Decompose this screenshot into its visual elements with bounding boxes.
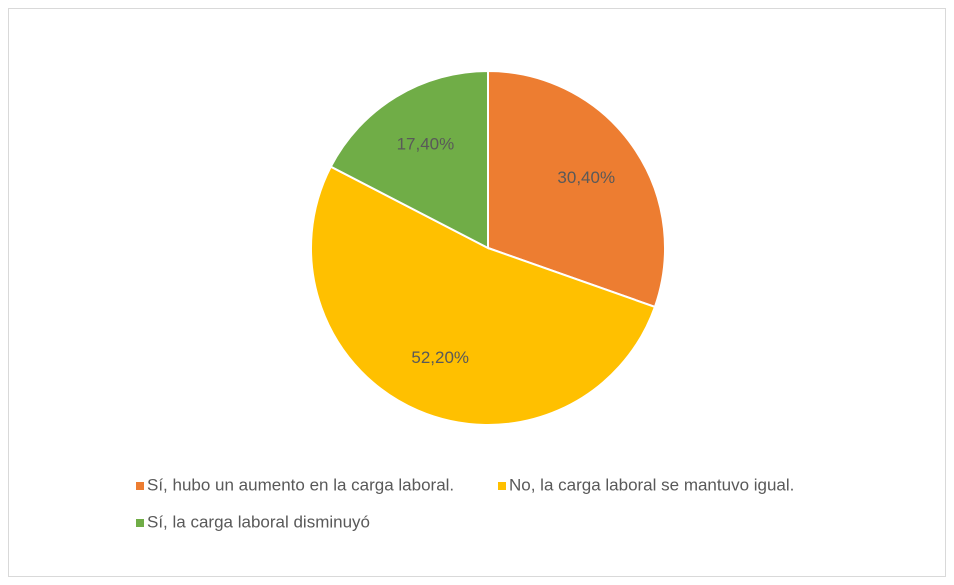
pie-slice (329, 69, 489, 250)
pie-slice (310, 165, 657, 426)
legend-swatch (498, 482, 506, 490)
legend-label: Sí, hubo un aumento en la carga laboral. (147, 475, 454, 494)
pie-slice (487, 69, 666, 309)
legend-label: Sí, la carga laboral disminuyó (147, 512, 370, 531)
legend-swatch (136, 519, 144, 527)
data-label: 52,20% (411, 348, 469, 367)
data-label: 30,40% (557, 168, 615, 187)
legend-label: No, la carga laboral se mantuvo igual. (509, 475, 794, 494)
data-label: 17,40% (397, 135, 455, 154)
legend-swatch (136, 482, 144, 490)
